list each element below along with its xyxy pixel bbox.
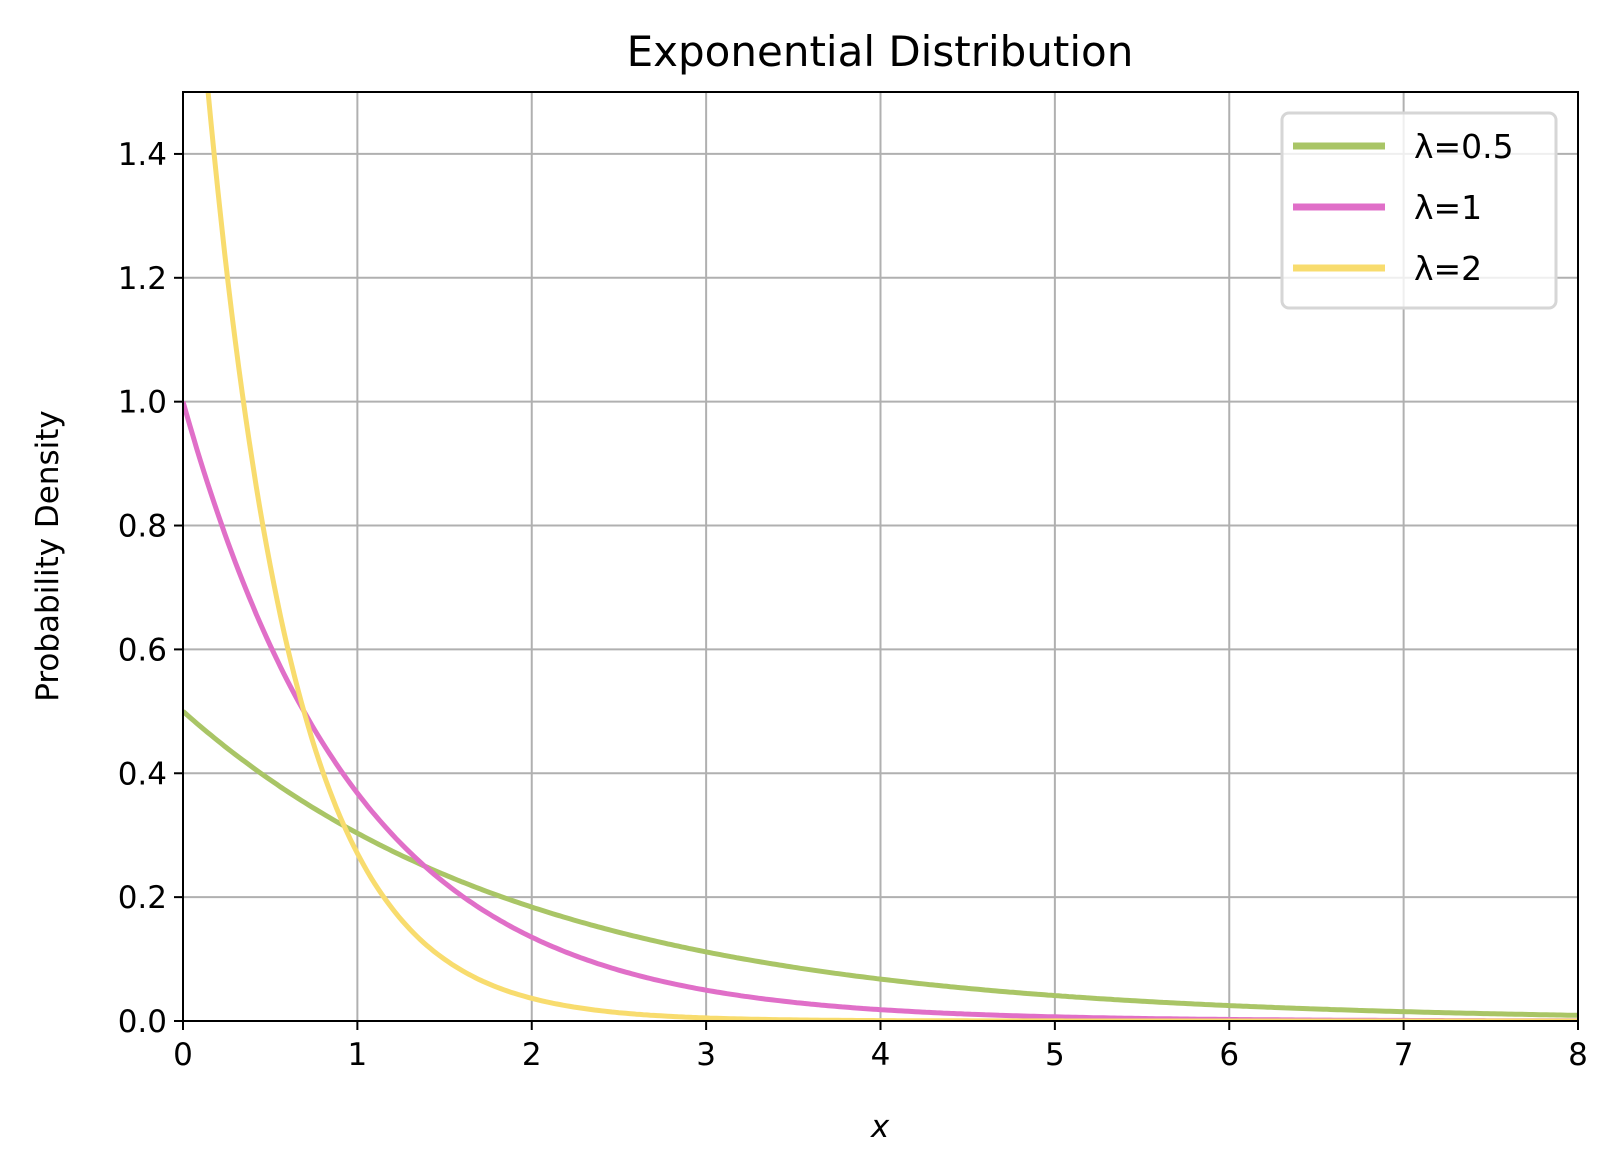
legend-label: λ=1: [1414, 188, 1482, 227]
y-axis-label: Probability Density: [30, 410, 66, 702]
x-tick-label: 1: [348, 1037, 368, 1073]
x-axis-label: x: [870, 1109, 890, 1145]
y-tick-label: 0.6: [118, 632, 167, 668]
x-tick-label: 5: [1045, 1037, 1065, 1073]
y-tick-label: 1.4: [118, 137, 167, 173]
legend-label: λ=2: [1414, 249, 1482, 288]
y-tick-label: 0.0: [118, 1004, 167, 1040]
legend: λ=0.5 λ=1 λ=2: [1280, 111, 1558, 310]
x-tick-label: 2: [522, 1037, 542, 1073]
y-tick-label: 1.0: [118, 385, 167, 421]
grid: [182, 92, 1579, 1022]
chart-title: Exponential Distribution: [627, 27, 1134, 76]
x-tick-label: 8: [1568, 1037, 1588, 1073]
legend-box: [1280, 111, 1558, 310]
x-ticks: 0 1 2 3 4 5 6 7 8: [173, 1021, 1588, 1073]
x-tick-label: 7: [1394, 1037, 1414, 1073]
x-tick-label: 3: [696, 1037, 716, 1073]
x-tick-label: 6: [1219, 1037, 1239, 1073]
y-tick-label: 0.2: [118, 880, 167, 916]
y-tick-label: 0.4: [118, 756, 167, 792]
series-line-0: [183, 709, 1578, 1018]
x-tick-label: 4: [871, 1037, 891, 1073]
y-ticks: 0.0 0.2 0.4 0.6 0.8 1.0 1.2 1.4: [118, 137, 183, 1040]
y-tick-label: 1.2: [118, 261, 167, 297]
legend-label: λ=0.5: [1414, 127, 1514, 166]
x-tick-label: 0: [173, 1037, 193, 1073]
y-tick-label: 0.8: [118, 509, 167, 545]
